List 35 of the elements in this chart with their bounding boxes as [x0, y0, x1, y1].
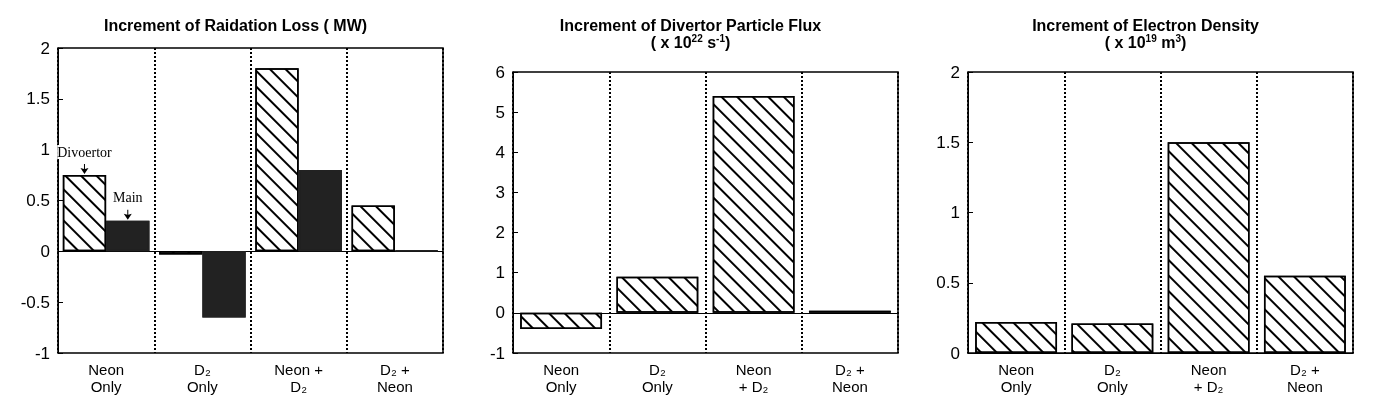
series-label: Main — [113, 190, 143, 206]
y-tick-label: -1 — [489, 343, 505, 363]
x-tick-label: D₂ Only — [641, 361, 674, 395]
y-tick-label: 1.5 — [936, 132, 960, 152]
x-tick-label: Neon + D₂ — [1190, 361, 1227, 395]
y-tick-label: 2 — [950, 62, 960, 82]
y-tick-label: -1 — [34, 343, 50, 363]
y-tick-label: -0.5 — [20, 292, 50, 312]
y-tick-label: 2 — [495, 223, 505, 243]
y-tick-label: 4 — [495, 142, 505, 162]
x-tick-label: D₂ Only — [186, 361, 219, 395]
x-tick-label: D₂ + Neon — [831, 361, 868, 395]
y-tick-label: 0 — [950, 343, 960, 363]
y-tick-label: 0.5 — [936, 273, 960, 293]
y-tick-label: 1 — [40, 140, 50, 160]
y-tick-label: 6 — [495, 62, 505, 82]
x-tick-label: Neon Only — [998, 361, 1035, 395]
x-tick-label: D₂ + Neon — [376, 361, 413, 395]
y-tick-label: 5 — [495, 102, 505, 122]
x-tick-label: Neon Only — [543, 361, 580, 395]
series-label: Divoertor — [57, 144, 113, 160]
y-tick-label: 1 — [495, 263, 505, 283]
x-tick-label: D₂ + Neon — [1286, 361, 1323, 395]
y-tick-label: 1.5 — [26, 89, 50, 109]
y-tick-label: 1 — [950, 203, 960, 222]
y-tick-label: 0 — [40, 241, 50, 261]
y-tick-label: 3 — [495, 182, 505, 202]
y-tick-label: 0.5 — [26, 191, 50, 210]
x-tick-label: Neon Only — [88, 361, 125, 395]
y-tick-label: 2 — [40, 38, 50, 58]
x-tick-label: Neon + D₂ — [274, 361, 324, 395]
y-tick-label: 0 — [495, 303, 505, 323]
x-tick-label: Neon + D₂ — [735, 361, 772, 395]
x-tick-label: D₂ Only — [1096, 361, 1129, 395]
chart-title: Increment of Raidation Loss ( MW) — [103, 16, 368, 34]
